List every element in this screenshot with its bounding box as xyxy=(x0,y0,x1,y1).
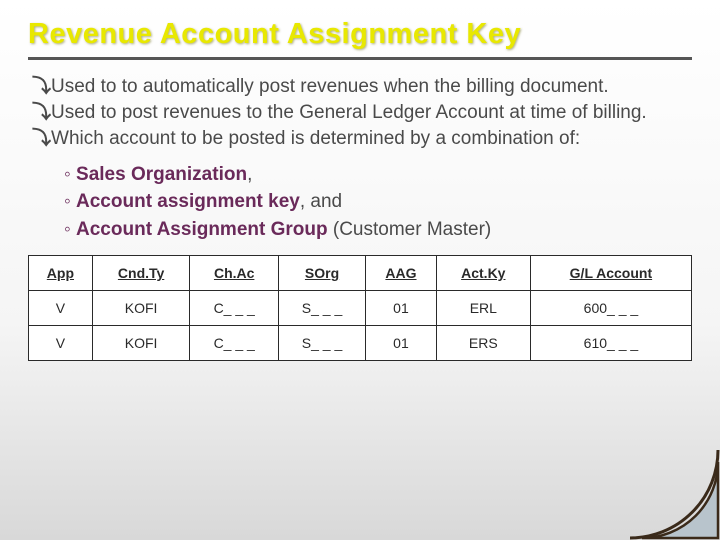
bullet-text: Used to to automatically post revenues w… xyxy=(51,76,609,97)
table-cell: S_ _ _ xyxy=(278,291,365,326)
bullet-text: Used to post revenues to the General Led… xyxy=(51,102,647,123)
table-row: V KOFI C_ _ _ S_ _ _ 01 ERL 600_ _ _ xyxy=(29,291,692,326)
bullet-item: ⤵Used to post revenues to the General Le… xyxy=(32,100,692,126)
table-cell: KOFI xyxy=(92,326,190,361)
bullet-item: ⤵Used to to automatically post revenues … xyxy=(32,74,692,100)
table-header: G/L Account xyxy=(530,256,691,291)
table-cell: 01 xyxy=(366,291,437,326)
sub-bullet-item: ◦ Account Assignment Group (Customer Mas… xyxy=(64,216,692,244)
sub-bullet-strong: Account Assignment Group xyxy=(76,219,328,240)
table-header: App xyxy=(29,256,93,291)
table-header: AAG xyxy=(366,256,437,291)
corner-decoration-icon xyxy=(600,420,720,540)
sub-bullet-list: ◦ Sales Organization, ◦ Account assignme… xyxy=(64,161,692,244)
sub-bullet-mark: ◦ xyxy=(64,164,76,185)
table-header-row: App Cnd.Ty Ch.Ac SOrg AAG Act.Ky G/L Acc… xyxy=(29,256,692,291)
table-cell: C_ _ _ xyxy=(190,291,279,326)
assignment-table: App Cnd.Ty Ch.Ac SOrg AAG Act.Ky G/L Acc… xyxy=(28,255,692,361)
table-cell: ERL xyxy=(436,291,530,326)
table-cell: 610_ _ _ xyxy=(530,326,691,361)
bullet-text: Which account to be posted is determined… xyxy=(51,128,580,149)
bullet-icon: ⤵ xyxy=(32,76,51,97)
table-header: Cnd.Ty xyxy=(92,256,190,291)
sub-bullet-tail: (Customer Master) xyxy=(328,219,492,240)
sub-bullet-tail: , xyxy=(247,164,252,185)
table-header: SOrg xyxy=(278,256,365,291)
sub-bullet-item: ◦ Account assignment key, and xyxy=(64,188,692,216)
table-cell: 600_ _ _ xyxy=(530,291,691,326)
table-cell: 01 xyxy=(366,326,437,361)
sub-bullet-tail: , and xyxy=(300,191,342,212)
table-header: Act.Ky xyxy=(436,256,530,291)
sub-bullet-strong: Sales Organization xyxy=(76,164,247,185)
sub-bullet-item: ◦ Sales Organization, xyxy=(64,161,692,189)
sub-bullet-mark: ◦ xyxy=(64,219,76,240)
table-cell: V xyxy=(29,291,93,326)
table-cell: KOFI xyxy=(92,291,190,326)
page-title: Revenue Account Assignment Key xyxy=(28,18,692,60)
table-cell: V xyxy=(29,326,93,361)
table-cell: ERS xyxy=(436,326,530,361)
bullet-icon: ⤵ xyxy=(32,128,51,149)
table-row: V KOFI C_ _ _ S_ _ _ 01 ERS 610_ _ _ xyxy=(29,326,692,361)
table-cell: C_ _ _ xyxy=(190,326,279,361)
table-header: Ch.Ac xyxy=(190,256,279,291)
sub-bullet-strong: Account assignment key xyxy=(76,191,300,212)
bullet-list: ⤵Used to to automatically post revenues … xyxy=(32,74,692,153)
table-cell: S_ _ _ xyxy=(278,326,365,361)
bullet-item: ⤵Which account to be posted is determine… xyxy=(32,126,692,152)
sub-bullet-mark: ◦ xyxy=(64,191,76,212)
bullet-icon: ⤵ xyxy=(32,102,51,123)
